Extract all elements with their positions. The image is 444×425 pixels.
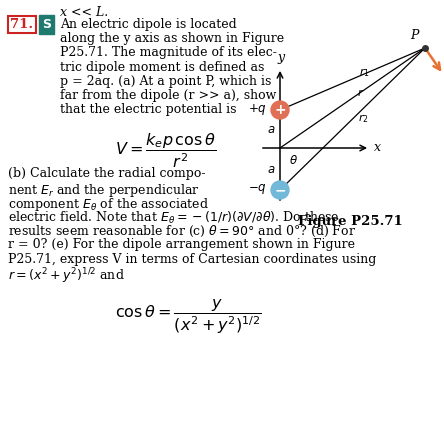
Text: $V = \dfrac{k_e p\,\cos\theta}{r^2}$: $V = \dfrac{k_e p\,\cos\theta}{r^2}$ xyxy=(115,131,216,170)
Text: tric dipole moment is defined as: tric dipole moment is defined as xyxy=(60,61,264,74)
Text: x: x xyxy=(374,141,381,153)
Text: (b) Calculate the radial compo-: (b) Calculate the radial compo- xyxy=(8,167,206,180)
Text: An electric dipole is located: An electric dipole is located xyxy=(60,18,237,31)
Text: Figure P25.71: Figure P25.71 xyxy=(297,215,402,228)
Text: −: − xyxy=(274,183,286,197)
Text: $\cos\theta = \dfrac{y}{(x^2 + y^2)^{1/2}}$: $\cos\theta = \dfrac{y}{(x^2 + y^2)^{1/2… xyxy=(115,297,262,336)
Text: P25.71, express V in terms of Cartesian coordinates using: P25.71, express V in terms of Cartesian … xyxy=(8,252,377,266)
Text: $a$: $a$ xyxy=(266,162,275,176)
Text: P25.71. The magnitude of its elec-: P25.71. The magnitude of its elec- xyxy=(60,46,277,60)
Text: that the electric potential is: that the electric potential is xyxy=(60,103,237,116)
Text: $-q$: $-q$ xyxy=(248,182,267,196)
Text: S: S xyxy=(42,18,51,31)
Circle shape xyxy=(271,181,289,199)
Text: electric field. Note that $E_\theta = -(1/r)(\partial V/\partial \theta)$. Do th: electric field. Note that $E_\theta = -(… xyxy=(8,210,340,226)
Text: nent $E_r$ and the perpendicular: nent $E_r$ and the perpendicular xyxy=(8,181,199,198)
Text: far from the dipole (r >> a), show: far from the dipole (r >> a), show xyxy=(60,89,276,102)
Text: $r_1$: $r_1$ xyxy=(358,67,369,79)
Circle shape xyxy=(271,101,289,119)
Text: P: P xyxy=(411,29,419,42)
Text: $a$: $a$ xyxy=(266,122,275,136)
Text: component $E_\theta$ of the associated: component $E_\theta$ of the associated xyxy=(8,196,209,213)
Text: p = 2aq. (a) At a point P, which is: p = 2aq. (a) At a point P, which is xyxy=(60,75,271,88)
Text: $\theta$: $\theta$ xyxy=(289,153,298,167)
Text: y: y xyxy=(278,51,285,64)
Text: along the y axis as shown in Figure: along the y axis as shown in Figure xyxy=(60,32,284,45)
Text: $r = (x^2 + y^2)^{1/2}$ and: $r = (x^2 + y^2)^{1/2}$ and xyxy=(8,267,125,286)
Text: $r_2$: $r_2$ xyxy=(357,113,368,125)
Text: $+q$: $+q$ xyxy=(248,102,267,116)
Text: r = 0? (e) For the dipole arrangement shown in Figure: r = 0? (e) For the dipole arrangement sh… xyxy=(8,238,355,252)
Text: +: + xyxy=(274,103,286,117)
Text: results seem reasonable for (c) $\theta = 90°$ and 0°? (d) For: results seem reasonable for (c) $\theta … xyxy=(8,224,356,239)
Text: $r$: $r$ xyxy=(357,87,364,98)
Text: x << L.: x << L. xyxy=(60,6,108,19)
Text: 71.: 71. xyxy=(10,18,33,31)
